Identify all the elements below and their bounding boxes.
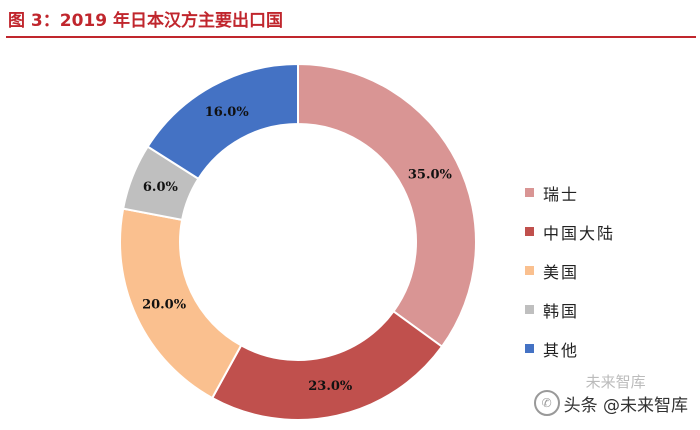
donut-slice-switzerland [297, 62, 477, 349]
legend-label: 其他 [543, 340, 580, 360]
data-label-usa: 20.0% [142, 298, 187, 313]
title-divider [6, 36, 696, 38]
donut-slice-other [146, 62, 299, 181]
legend-swatch [525, 227, 534, 236]
data-label-other: 16.0% [205, 105, 250, 120]
data-label-switzerland: 35.0% [408, 167, 453, 182]
legend-item-china: 中国大陆 [525, 212, 615, 251]
legend-label: 中国大陆 [543, 223, 616, 243]
donut-slice-china [210, 309, 444, 421]
legend-label: 韩国 [543, 301, 580, 321]
data-label-korea: 6.0% [143, 180, 179, 195]
data-label-china: 23.0% [308, 379, 353, 394]
watermark-text: 未来智库 头条 @未来智库 [563, 373, 688, 416]
figure-title: 图 3：2019 年日本汉方主要出口国 [8, 11, 283, 31]
wechat-icon: ✆ [533, 390, 560, 416]
source-watermark: ✆ 未来智库 头条 @未来智库 [533, 373, 688, 416]
legend-item-other: 其他 [525, 329, 615, 368]
legend-label: 瑞士 [543, 184, 580, 204]
legend-swatch [525, 266, 534, 275]
legend-item-korea: 韩国 [525, 290, 615, 329]
legend-label: 美国 [543, 262, 580, 282]
legend-swatch [525, 344, 534, 353]
watermark-bottom-text: 头条 @未来智库 [563, 395, 688, 416]
legend-swatch [525, 188, 534, 197]
watermark-top-text: 未来智库 [585, 372, 646, 391]
legend-item-switzerland: 瑞士 [525, 173, 615, 212]
chart-legend: 瑞士 中国大陆 美国 韩国 其他 [525, 173, 615, 368]
legend-item-usa: 美国 [525, 251, 615, 290]
legend-swatch [525, 305, 534, 314]
